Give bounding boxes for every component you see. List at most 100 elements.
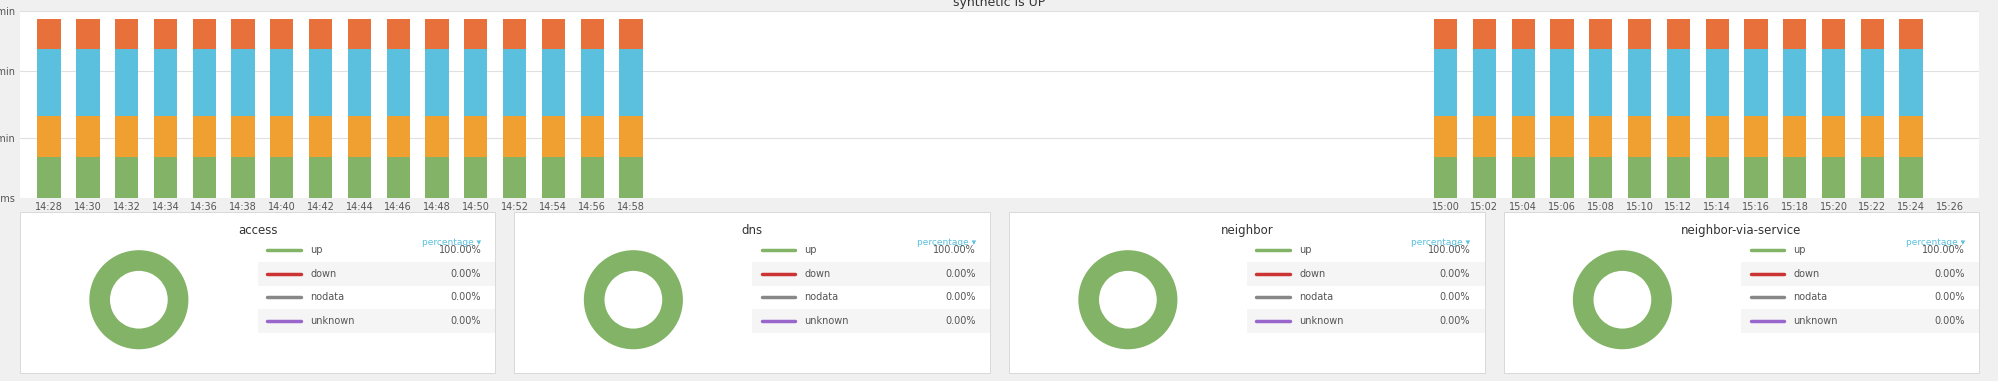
Bar [1588, 116, 1612, 157]
Bar [1782, 49, 1806, 116]
Bar [76, 19, 100, 49]
Bar [1820, 116, 1844, 157]
Bar [1744, 116, 1766, 157]
Bar [1898, 157, 1922, 198]
Bar [154, 19, 178, 49]
Bar [1550, 49, 1572, 116]
Text: down: down [803, 269, 831, 279]
Bar [348, 116, 372, 157]
Bar [310, 19, 332, 49]
Bar [1473, 116, 1495, 157]
Bar [116, 116, 138, 157]
Bar [1666, 19, 1688, 49]
Bar [1704, 19, 1728, 49]
Legend: access, dns, neighbor, neighbor-via-service: access, dns, neighbor, neighbor-via-serv… [24, 243, 336, 253]
Bar [464, 19, 488, 49]
Text: neighbor: neighbor [1219, 224, 1273, 237]
Bar [232, 49, 254, 116]
Bar [1744, 49, 1766, 116]
Bar [270, 157, 294, 198]
FancyBboxPatch shape [1247, 309, 1485, 333]
Text: access: access [238, 224, 278, 237]
Bar [541, 157, 565, 198]
Bar [1704, 49, 1728, 116]
Text: nodata: nodata [1792, 292, 1826, 302]
Text: down: down [310, 269, 336, 279]
Text: up: up [1299, 245, 1311, 255]
Bar [154, 116, 178, 157]
Bar [192, 116, 216, 157]
Bar [76, 116, 100, 157]
Bar [1860, 116, 1882, 157]
Bar [270, 49, 294, 116]
Bar [386, 49, 410, 116]
Bar [192, 49, 216, 116]
Bar [348, 49, 372, 116]
Bar [154, 157, 178, 198]
Text: dns: dns [741, 224, 763, 237]
Bar [503, 157, 525, 198]
Bar [192, 19, 216, 49]
Bar [1666, 157, 1688, 198]
FancyBboxPatch shape [258, 262, 496, 286]
Text: percentage ▾: percentage ▾ [1411, 238, 1469, 247]
FancyBboxPatch shape [513, 211, 989, 373]
Bar [270, 19, 294, 49]
FancyBboxPatch shape [258, 309, 496, 333]
Bar [541, 49, 565, 116]
Bar [464, 157, 488, 198]
Bar [464, 49, 488, 116]
Text: unknown: unknown [803, 316, 849, 326]
Text: neighbor-via-service: neighbor-via-service [1680, 224, 1800, 237]
Bar [1473, 19, 1495, 49]
Bar [619, 19, 641, 49]
Bar [1898, 49, 1922, 116]
Bar [541, 116, 565, 157]
Bar [1860, 19, 1882, 49]
Text: 0.00%: 0.00% [1439, 316, 1469, 326]
Bar [1744, 19, 1766, 49]
Bar [154, 49, 178, 116]
Bar [426, 19, 448, 49]
Bar [1588, 157, 1612, 198]
Bar [1510, 49, 1534, 116]
Bar [1433, 19, 1457, 49]
Bar [386, 116, 410, 157]
Text: up: up [803, 245, 817, 255]
Text: 100.00%: 100.00% [933, 245, 975, 255]
Bar [1860, 157, 1882, 198]
Text: up: up [310, 245, 322, 255]
Bar [1473, 49, 1495, 116]
Text: 0.00%: 0.00% [1934, 316, 1964, 326]
Bar [426, 116, 448, 157]
Bar [1588, 49, 1612, 116]
FancyBboxPatch shape [751, 309, 989, 333]
Text: 100.00%: 100.00% [1427, 245, 1469, 255]
Text: unknown: unknown [1792, 316, 1836, 326]
Bar [426, 157, 448, 198]
Bar [76, 157, 100, 198]
Bar [579, 49, 603, 116]
Title: synthetic is UP: synthetic is UP [953, 0, 1045, 9]
Bar [232, 19, 254, 49]
Bar [386, 157, 410, 198]
FancyBboxPatch shape [751, 262, 989, 286]
Text: 100.00%: 100.00% [1920, 245, 1964, 255]
Text: 0.00%: 0.00% [1934, 292, 1964, 302]
Bar [541, 19, 565, 49]
Bar [426, 49, 448, 116]
Text: 0.00%: 0.00% [1934, 269, 1964, 279]
Bar [232, 116, 254, 157]
Bar [619, 49, 641, 116]
Bar [503, 116, 525, 157]
Bar [386, 19, 410, 49]
Bar [116, 19, 138, 49]
Bar [270, 116, 294, 157]
Text: 100.00%: 100.00% [438, 245, 482, 255]
Bar [116, 157, 138, 198]
Text: 0.00%: 0.00% [450, 292, 482, 302]
Bar [619, 157, 641, 198]
Bar [1626, 157, 1650, 198]
Text: 0.00%: 0.00% [945, 269, 975, 279]
Text: 0.00%: 0.00% [1439, 269, 1469, 279]
